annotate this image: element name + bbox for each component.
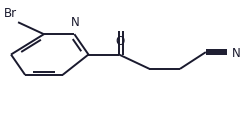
Text: N: N bbox=[71, 16, 80, 29]
Text: N: N bbox=[232, 47, 240, 60]
Text: Br: Br bbox=[4, 7, 17, 20]
Text: O: O bbox=[115, 35, 125, 48]
